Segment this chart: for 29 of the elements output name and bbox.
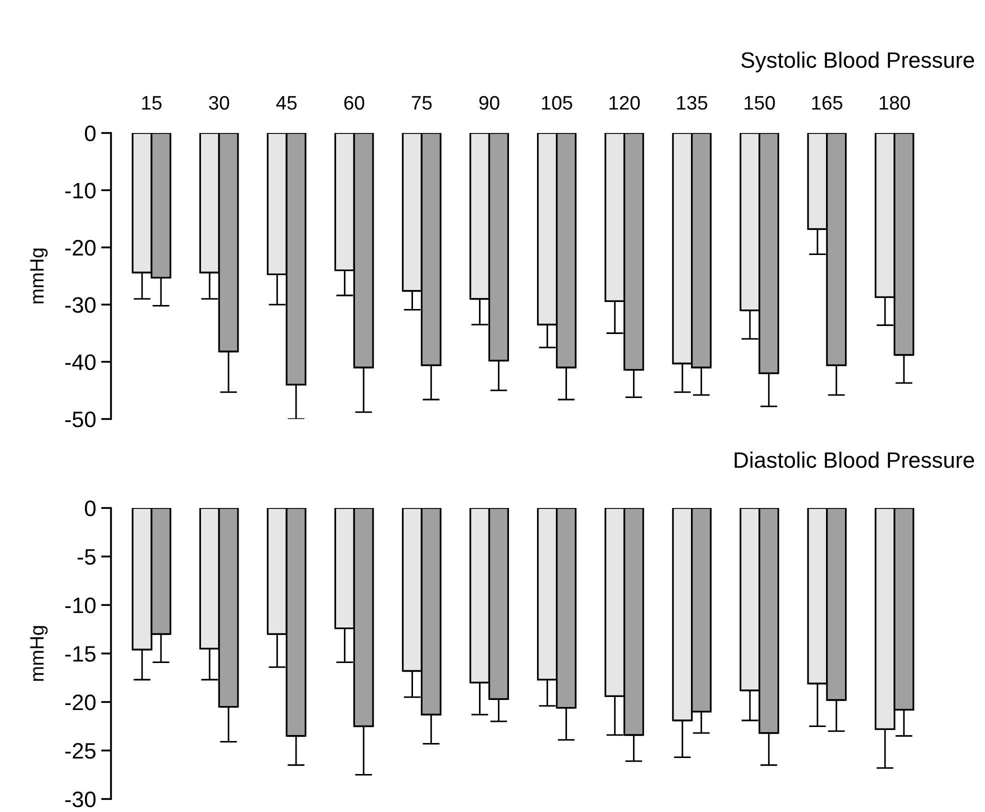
x-tick-label: 45 bbox=[276, 96, 297, 110]
y-tick-label: -20 bbox=[65, 240, 96, 256]
y-tick-label: -30 bbox=[65, 792, 96, 808]
x-tick-label: 90 bbox=[479, 96, 500, 110]
x-tick-label: 180 bbox=[880, 96, 910, 110]
x-tick-label: 30 bbox=[208, 96, 230, 110]
y-axis-title: mmHg bbox=[30, 248, 48, 304]
y-tick-label: -15 bbox=[65, 646, 96, 662]
chart-title: Systolic Blood Pressure bbox=[741, 52, 974, 72]
x-tick-label: 135 bbox=[677, 96, 708, 110]
y-tick-label: -50 bbox=[65, 412, 96, 428]
x-tick-label: 150 bbox=[744, 96, 775, 110]
y-tick-label: 0 bbox=[84, 126, 96, 142]
x-tick-label: 120 bbox=[610, 96, 640, 110]
y-tick-label: 0 bbox=[84, 500, 96, 516]
y-tick-label: -20 bbox=[65, 694, 96, 710]
x-tick-label: 165 bbox=[812, 96, 842, 110]
y-axis-title: mmHg bbox=[30, 626, 48, 681]
y-tick-label: -30 bbox=[65, 297, 96, 313]
y-tick-label: -25 bbox=[65, 743, 96, 759]
y-tick-label: -40 bbox=[65, 354, 96, 370]
chart-title: Diastolic Blood Pressure bbox=[734, 452, 974, 468]
x-tick-label: 60 bbox=[344, 96, 364, 110]
x-tick-label: 105 bbox=[542, 96, 572, 110]
y-tick-label: -5 bbox=[78, 549, 96, 565]
x-tick-label: 15 bbox=[142, 96, 162, 110]
x-tick-label: 75 bbox=[412, 96, 432, 110]
y-tick-label: -10 bbox=[65, 598, 96, 614]
y-tick-label: -10 bbox=[65, 182, 96, 198]
